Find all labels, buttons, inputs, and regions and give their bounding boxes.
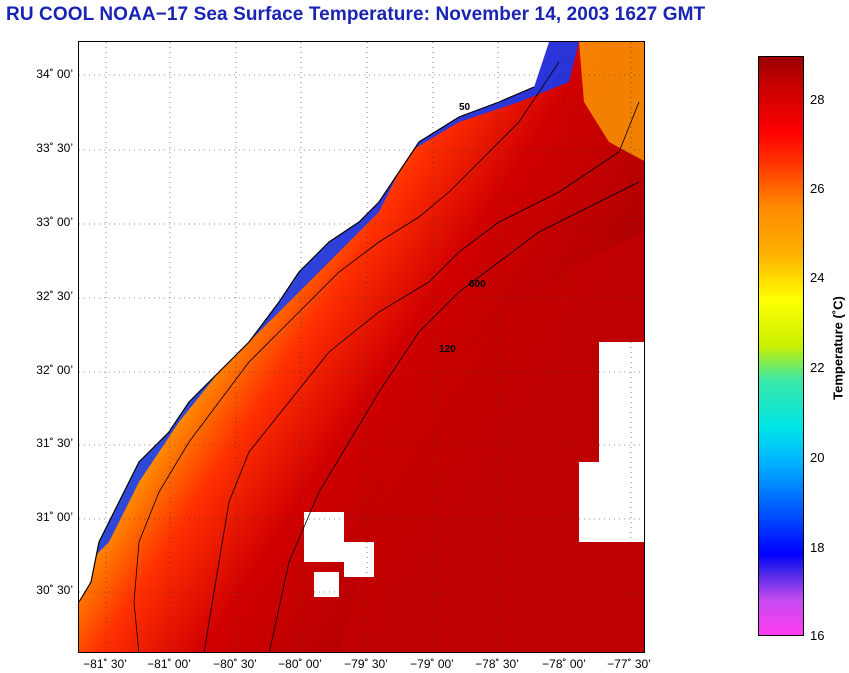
colorbar-tick-22: 22 bbox=[810, 360, 825, 375]
lat-label-33-30: 33˚ 30’ bbox=[36, 141, 73, 155]
lat-label-32-30: 32˚ 30’ bbox=[36, 289, 73, 303]
warm-core bbox=[339, 232, 644, 652]
isobath-600 bbox=[269, 181, 640, 652]
contour-label-120: 120 bbox=[439, 344, 456, 355]
map-title: RU COOL NOAA−17 Sea Surface Temperature:… bbox=[6, 4, 706, 25]
contour-label-50: 50 bbox=[459, 102, 471, 113]
lat-label-32-00: 32˚ 00’ bbox=[36, 363, 73, 377]
colorbar-tick-18: 18 bbox=[810, 540, 825, 555]
lon-label-78-30: −78˚ 30’ bbox=[475, 657, 519, 671]
lon-label-79-30: −79˚ 30’ bbox=[344, 657, 388, 671]
coastline bbox=[79, 86, 535, 603]
colorbar-tick-28: 28 bbox=[810, 92, 825, 107]
lat-label-31-00: 31˚ 00’ bbox=[36, 510, 73, 524]
lat-label-34-00: 34˚ 00’ bbox=[36, 67, 73, 81]
colorbar-tick-26: 26 bbox=[810, 181, 825, 196]
isobaths bbox=[133, 61, 640, 652]
lat-label-33-00: 33˚ 00’ bbox=[36, 215, 73, 229]
sst-map-canvas: 50 120 600 bbox=[79, 42, 644, 652]
isobath-120 bbox=[203, 101, 640, 652]
lon-label-79-00: −79˚ 00’ bbox=[410, 657, 454, 671]
colorbar-title: Temperature (˚C) bbox=[830, 296, 846, 400]
lat-label-30-30: 30˚ 30’ bbox=[36, 583, 73, 597]
colorbar-tick-24: 24 bbox=[810, 270, 825, 285]
lon-label-80-30: −80˚ 30’ bbox=[213, 657, 257, 671]
graticule bbox=[79, 42, 644, 652]
lat-label-31-30: 31˚ 30’ bbox=[36, 436, 73, 450]
lon-label-81-30: −81˚ 30’ bbox=[83, 657, 127, 671]
contour-label-600: 600 bbox=[469, 279, 486, 290]
cold-shelf bbox=[79, 42, 579, 602]
colorbar-tick-16: 16 bbox=[810, 628, 825, 643]
lon-label-81-00: −81˚ 00’ bbox=[147, 657, 191, 671]
lon-label-78-00: −78˚ 00’ bbox=[542, 657, 586, 671]
isobath-50 bbox=[133, 61, 560, 652]
lon-label-77-30: −77˚ 30’ bbox=[607, 657, 651, 671]
colorbar-tick-20: 20 bbox=[810, 450, 825, 465]
temperature-colorbar bbox=[758, 56, 804, 636]
land bbox=[79, 42, 549, 602]
sst-map[interactable]: 50 120 600 bbox=[78, 41, 645, 653]
contour-labels: 50 120 600 bbox=[439, 102, 486, 355]
lon-label-80-00: −80˚ 00’ bbox=[278, 657, 322, 671]
cloud-gaps bbox=[304, 342, 644, 597]
